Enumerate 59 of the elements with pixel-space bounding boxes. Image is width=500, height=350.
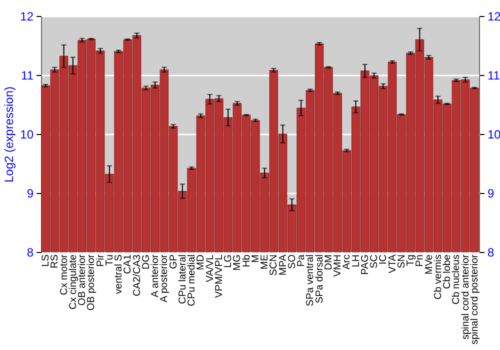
x-tick-label: DM	[323, 254, 334, 270]
x-tick-label: Cx motor	[58, 254, 70, 296]
x-tick-label: LG	[223, 254, 234, 268]
x-tick-label: MD	[196, 254, 207, 270]
x-tick-label: VTA	[387, 254, 398, 274]
y-axis-title: Log2 (expression)	[2, 86, 16, 183]
x-tick-label: PAG	[360, 254, 371, 275]
x-tick-label: Pa	[296, 254, 308, 267]
x-tick-label: VPM/VPL	[214, 254, 225, 298]
x-tick-label: Pir	[95, 254, 106, 267]
x-tick-label: Tg	[406, 254, 417, 266]
x-tick-label: CA1	[122, 254, 134, 274]
x-tick-label: RS	[50, 254, 61, 268]
x-tick-label: LS	[40, 254, 52, 267]
x-tick-label: MPA	[278, 254, 289, 276]
x-tick-label: CPu medial	[186, 254, 198, 306]
x-tick-label: ventral S	[114, 254, 125, 294]
y-tick-label: 11	[21, 68, 34, 82]
x-tick-label: Hb	[241, 254, 252, 268]
x-tick-label: IC	[378, 254, 390, 264]
x-tick-label: SN	[396, 254, 408, 268]
x-tick-label: ME	[260, 254, 271, 270]
x-tick-label: MVe	[424, 254, 435, 275]
x-tick-label: spinal cord posterior	[469, 254, 480, 345]
y2-tick-label: 11	[488, 68, 500, 82]
x-tick-label: A anterior	[150, 254, 162, 298]
x-tick-label: Cb nucleus	[451, 254, 462, 305]
y-tick-label: 8	[26, 246, 34, 260]
x-tick-label: spinal cord anterior	[460, 254, 472, 340]
x-tick-label: DG	[140, 254, 152, 270]
x-tick-label: Tu	[104, 254, 116, 266]
x-tick-label: M	[250, 254, 262, 263]
x-tick-label: OB posterior	[86, 254, 98, 311]
x-tick-label: SC	[369, 254, 380, 268]
x-tick-label: SCN	[268, 254, 280, 276]
x-tick-label: Cx cingulate	[68, 254, 79, 310]
y2-tick-label: 8	[488, 246, 494, 260]
x-tick-label: Cb vermis	[432, 254, 444, 300]
x-tick-label: OB anterior	[77, 254, 88, 306]
x-tick-label: VMH	[332, 254, 344, 277]
y-tick-label: 10	[20, 128, 34, 142]
x-tick-label: GP	[168, 254, 180, 269]
x-tick-label: Pn	[414, 254, 426, 267]
x-tick-label: SPa ventral	[305, 254, 316, 306]
x-tick-label: A posterior	[159, 254, 170, 302]
x-tick-label: MG	[232, 254, 244, 271]
x-tick-label: CA2/CA3	[132, 254, 143, 296]
x-tick-label: CPu lateral	[177, 254, 188, 304]
x-tick-label: LH	[350, 254, 362, 268]
x-tick-label: Arc	[342, 254, 353, 270]
y2-tick-label: 9	[488, 186, 494, 200]
x-tick-label: VA/VL	[204, 254, 216, 282]
y2-tick-label: 12	[488, 10, 500, 24]
y2-tick-label: 10	[488, 128, 500, 142]
y-tick-label: 12	[20, 10, 34, 24]
x-tick-label: SO	[286, 254, 298, 269]
x-tick-label: SPa dorsal	[314, 254, 326, 304]
y-tick-label: 9	[26, 186, 34, 200]
x-tick-label: Cb lobe	[442, 254, 454, 289]
